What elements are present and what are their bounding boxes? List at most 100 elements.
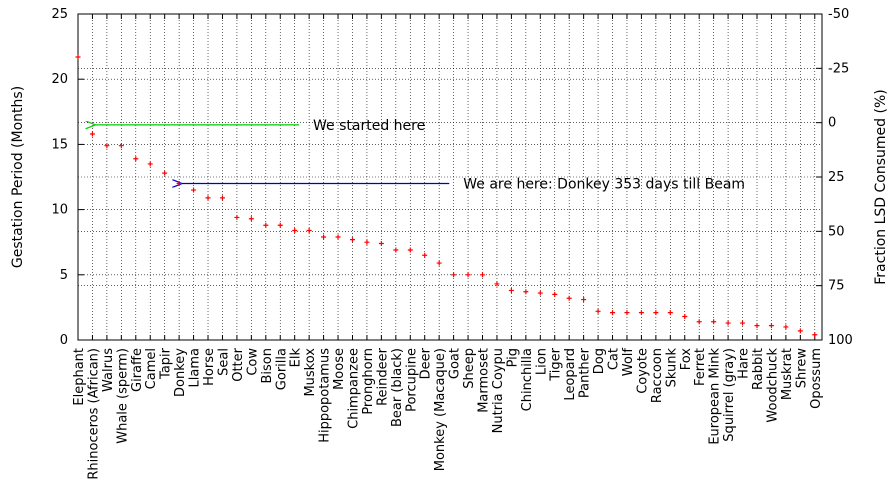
x-tick-label: Monkey (Macaque) [433,348,448,471]
x-tick-label: Pronghorn [361,348,376,415]
x-tick-label: Squirrel (gray) [722,348,737,442]
y2-tick-label: 100 [828,333,853,348]
y-tick-label: 20 [51,72,68,87]
x-tick-label: Llama [188,348,203,387]
data-point [205,195,211,201]
x-tick-label: Opossum [809,348,824,409]
data-point [147,161,153,167]
data-point [725,320,731,326]
y-tick-label: 0 [60,333,68,348]
y-tick-label: 15 [51,137,68,152]
x-tick-label: Tapir [159,347,174,380]
data-point [581,297,587,303]
x-tick-label: Porcupine [404,348,419,412]
y-tick-label: 5 [60,268,68,283]
data-point [321,234,327,240]
x-tick-label: Marmoset [477,348,492,413]
data-point [393,247,399,253]
x-tick-label: Rabbit [751,348,766,390]
x-tick-label: Elk [289,348,304,368]
data-point [292,227,298,233]
annotation-text: We started here [313,118,425,134]
y2-tick-label: 0 [828,116,836,131]
x-tick-label: Goat [448,348,463,379]
x-tick-label: Moose [332,348,347,390]
data-point [176,181,182,187]
data-point [494,281,500,287]
y2-tick-label: 75 [828,279,845,294]
data-point [75,54,81,60]
data-point [740,320,746,326]
data-point [436,260,442,266]
grid-lines [78,14,822,340]
data-point [118,143,124,149]
data-point [768,323,774,329]
x-tick-label: Elephant [72,348,87,406]
x-tick-label: Leopard [563,348,578,401]
data-point [711,319,717,325]
data-point [667,310,673,316]
data-point [133,156,139,162]
x-tick-label: Rhinoceros (African) [86,348,101,480]
data-point [162,170,168,176]
data-point [624,310,630,316]
x-tick-label: Donkey [173,348,188,397]
axes: 0 5 10 15 20 25 -50 -25 0 25 50 75 100 Elephant Rhinoc… [51,7,852,480]
data-point [523,289,529,295]
x-tick-label: Whale (sperm) [115,348,130,444]
y2-tick-label: 25 [828,170,845,185]
data-point [696,319,702,325]
data-point [219,195,225,201]
x-tick-label: Dog [592,348,607,374]
data-point [797,328,803,334]
y2-tick-label: -50 [828,7,849,22]
data-point [812,332,818,338]
annotations: We started here We are here: Donkey 353 d… [94,118,745,193]
y-tick-label: 10 [51,203,68,218]
data-point [480,272,486,278]
x-tick-label: Seal [216,348,231,376]
x-tick-label: Ferret [693,348,708,386]
x-tick-label: Otter [231,347,246,381]
x-tick-label: Lion [534,348,549,375]
data-point [378,241,384,247]
x-tick-label: Reindeer [375,347,390,406]
data-point [451,272,457,278]
x-tick-label: Horse [202,348,217,386]
data-point [552,291,558,297]
data-point [610,310,616,316]
x-tick-label: Woodchuck [765,348,780,423]
data-point [89,131,95,137]
x-tick-label: Hare [737,348,752,379]
x-tick-label: Bison [260,348,275,384]
x-tick-label: Muskox [303,348,318,397]
data-point [566,295,572,301]
data-point [754,323,760,329]
data-point [783,324,789,330]
x-tick-label: Cow [245,348,260,376]
x-tick-label: Tiger [549,347,564,381]
x-tick-label: Chimpanzee [346,348,361,429]
x-tick-label: Muskrat [780,348,795,400]
data-point [191,187,197,193]
x-tick-label: Fox [679,348,694,371]
y-axis-title: Gestation Period (Months) [10,86,26,268]
data-point [508,287,514,293]
data-point [104,143,110,149]
data-point [682,314,688,320]
y2-axis-title: Fraction LSD Consumed (%) [873,89,889,284]
data-points [75,54,818,338]
data-point [234,214,240,220]
x-tick-label: Gorilla [274,348,289,390]
data-point [638,310,644,316]
x-tick-label: Deer [419,347,434,379]
x-tick-label: Pig [505,348,520,367]
x-tick-label: Wolf [621,348,636,377]
x-tick-label: Hippopotamus [318,348,333,443]
x-tick-label: European Mink [708,348,723,445]
data-point [306,227,312,233]
y2-tick-label: 50 [828,224,845,239]
data-point [248,216,254,222]
data-point [335,234,341,240]
